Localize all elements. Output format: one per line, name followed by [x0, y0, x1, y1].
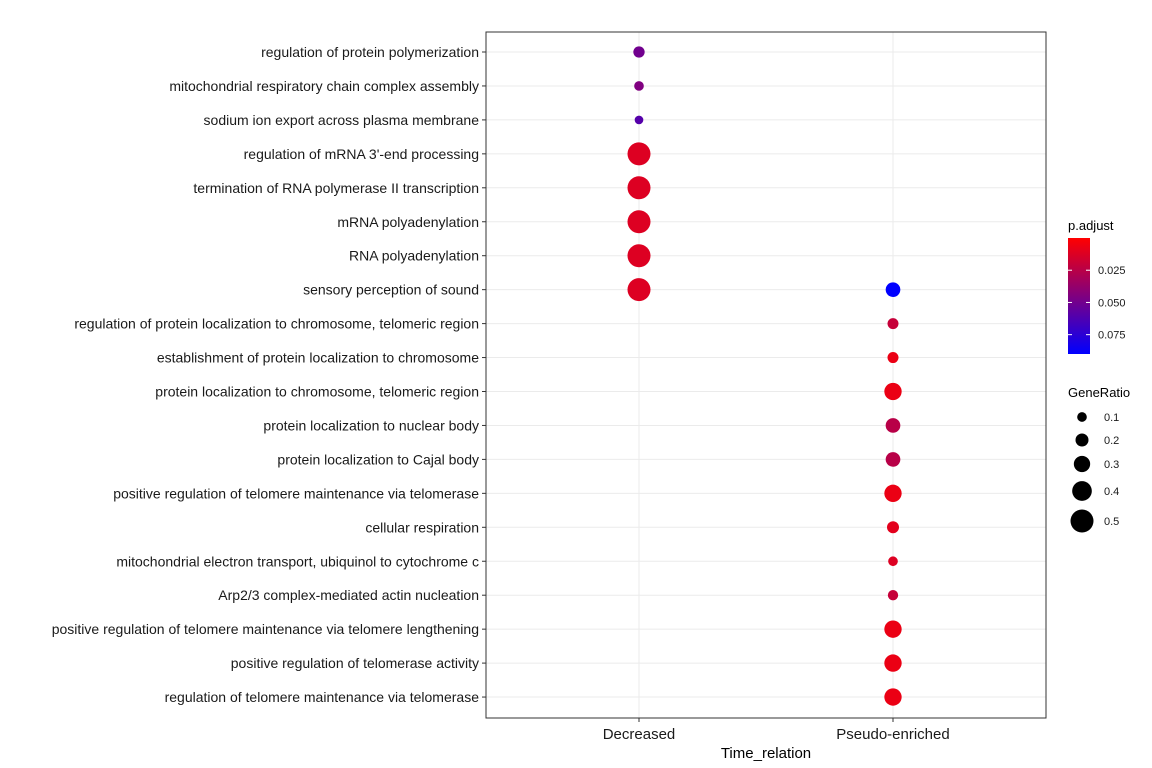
- data-point: [634, 81, 644, 91]
- data-point: [627, 176, 651, 200]
- y-tick-label: regulation of telomere maintenance via t…: [165, 689, 480, 705]
- y-tick-label: regulation of protein polymerization: [261, 44, 479, 60]
- y-tick-label: positive regulation of telomere maintena…: [52, 621, 479, 637]
- data-point: [885, 282, 901, 297]
- color-legend-label: 0.025: [1098, 265, 1126, 277]
- x-tick-label: Decreased: [603, 726, 676, 743]
- size-legend-label: 0.3: [1104, 459, 1119, 471]
- data-point: [627, 142, 651, 166]
- data-point: [884, 382, 902, 401]
- y-tick-label: mRNA polyadenylation: [337, 214, 479, 230]
- y-axis: regulation of protein polymerization mito…: [52, 44, 486, 705]
- size-legend-key: [1077, 412, 1087, 422]
- color-legend-title: p.adjust: [1068, 218, 1114, 233]
- color-bar: [1068, 238, 1090, 354]
- size-legend-label: 0.2: [1104, 435, 1119, 447]
- y-tick-label: regulation of mRNA 3'-end processing: [244, 146, 479, 162]
- data-point: [888, 556, 898, 567]
- data-point: [633, 46, 645, 58]
- panel-border: [485, 31, 1047, 719]
- grid: [486, 32, 1046, 718]
- y-tick-label: establishment of protein localization to…: [157, 350, 479, 366]
- data-point: [887, 318, 899, 330]
- y-tick-label: protein localization to nuclear body: [263, 417, 479, 433]
- y-tick-label: Arp2/3 complex-mediated actin nucleation: [218, 587, 479, 603]
- y-tick-label: cellular respiration: [365, 519, 479, 535]
- data-point: [627, 278, 651, 302]
- y-tick-label: regulation of protein localization to ch…: [74, 316, 479, 332]
- data-point: [884, 484, 902, 503]
- y-tick-label: mitochondrial electron transport, ubiqui…: [116, 553, 479, 569]
- x-axis: Decreased Pseudo-enriched: [603, 718, 950, 743]
- size-legend-label: 0.1: [1104, 412, 1119, 424]
- data-point: [884, 620, 902, 638]
- size-legend-key: [1072, 481, 1092, 501]
- y-tick-label: protein localization to Cajal body: [277, 451, 479, 467]
- y-tick-label: RNA polyadenylation: [349, 248, 479, 264]
- size-legend-label: 0.4: [1104, 486, 1119, 498]
- data-point: [887, 590, 899, 601]
- size-legend-title: GeneRatio: [1068, 385, 1130, 400]
- legend-color: p.adjust 0.025 0.050 0.075: [1068, 218, 1126, 354]
- size-legend-key: [1073, 455, 1091, 473]
- x-axis-title: Time_relation: [721, 745, 811, 762]
- y-tick-label: positive regulation of telomere maintena…: [113, 485, 479, 501]
- legend-size: GeneRatio 0.1 0.2 0.3 0.4 0.5: [1068, 385, 1130, 533]
- data-point: [885, 418, 901, 433]
- data-point: [885, 452, 901, 467]
- y-tick-label: positive regulation of telomerase activi…: [231, 655, 479, 671]
- size-legend-key: [1070, 509, 1094, 533]
- size-legend-key: [1075, 433, 1089, 447]
- y-tick-label: mitochondrial respiratory chain complex …: [169, 78, 479, 94]
- y-tick-label: sensory perception of sound: [303, 282, 479, 298]
- color-legend-label: 0.050: [1098, 297, 1126, 309]
- data-point: [627, 244, 651, 268]
- x-tick-label: Pseudo-enriched: [836, 726, 949, 743]
- data-point: [887, 352, 899, 364]
- y-tick-label: termination of RNA polymerase II transcr…: [193, 180, 479, 196]
- data-point: [627, 210, 651, 234]
- data-point: [884, 688, 902, 706]
- color-legend-label: 0.075: [1098, 330, 1126, 342]
- data-point: [884, 654, 902, 672]
- y-tick-label: protein localization to chromosome, telo…: [155, 384, 479, 400]
- data-points: [627, 46, 902, 706]
- y-tick-label: sodium ion export across plasma membrane: [204, 112, 480, 128]
- size-legend-label: 0.5: [1104, 516, 1119, 528]
- data-point: [887, 521, 899, 534]
- data-point: [634, 115, 644, 125]
